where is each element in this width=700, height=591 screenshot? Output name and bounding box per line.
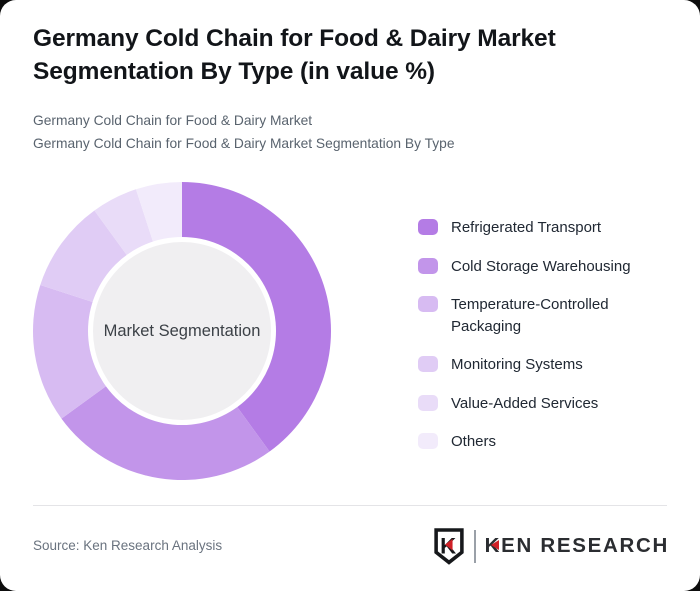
source-text: Source: Ken Research Analysis bbox=[33, 538, 223, 553]
legend-swatch-icon bbox=[418, 356, 438, 372]
legend-item: Refrigerated Transport bbox=[418, 217, 668, 239]
logo-wordmark-text: KEN RESEARCH bbox=[484, 534, 669, 557]
legend-swatch-icon bbox=[418, 219, 438, 235]
chart-legend: Refrigerated Transport Cold Storage Ware… bbox=[418, 217, 668, 453]
ken-research-logo: K KEN RESEARCH bbox=[433, 527, 669, 565]
legend-label: Others bbox=[451, 433, 497, 450]
chart-title: Germany Cold Chain for Food & Dairy Mark… bbox=[33, 25, 556, 85]
donut-chart: Market Segmentation bbox=[32, 181, 332, 481]
legend-item: Monitoring Systems bbox=[418, 354, 668, 376]
legend-swatch-icon bbox=[418, 433, 438, 449]
chart-subtitles: Germany Cold Chain for Food & Dairy Mark… bbox=[33, 110, 455, 155]
ken-research-shield-icon: K bbox=[433, 528, 464, 565]
shield-red-triangle-icon bbox=[444, 538, 453, 551]
legend-item: Temperature-Controlled Packaging bbox=[418, 294, 668, 337]
legend-item: Cold Storage Warehousing bbox=[418, 256, 668, 278]
legend-label: Value-Added Services bbox=[451, 394, 599, 412]
subtitle-line-1: Germany Cold Chain for Food & Dairy Mark… bbox=[33, 113, 313, 128]
legend-swatch-icon bbox=[418, 394, 438, 411]
legend-swatch-icon bbox=[418, 296, 438, 312]
donut-svg bbox=[33, 182, 331, 480]
legend-label: Cold Storage Warehousing bbox=[451, 257, 631, 275]
legend-label: Temperature-Controlled Packaging bbox=[451, 296, 609, 335]
logo-wordmark: KEN RESEARCH bbox=[485, 534, 669, 558]
legend-item: Others bbox=[418, 431, 668, 453]
legend-swatch-icon bbox=[418, 257, 438, 274]
legend-item: Value-Added Services bbox=[418, 393, 668, 415]
legend-label: Monitoring Systems bbox=[451, 356, 583, 373]
subtitle-line-2: Germany Cold Chain for Food & Dairy Mark… bbox=[33, 135, 455, 151]
donut-center-circle bbox=[93, 242, 271, 420]
logo-k-triangle-icon bbox=[490, 539, 499, 550]
logo-separator-bar bbox=[473, 529, 476, 563]
legend-label: Refrigerated Transport bbox=[451, 219, 602, 236]
footer-divider bbox=[33, 505, 667, 506]
